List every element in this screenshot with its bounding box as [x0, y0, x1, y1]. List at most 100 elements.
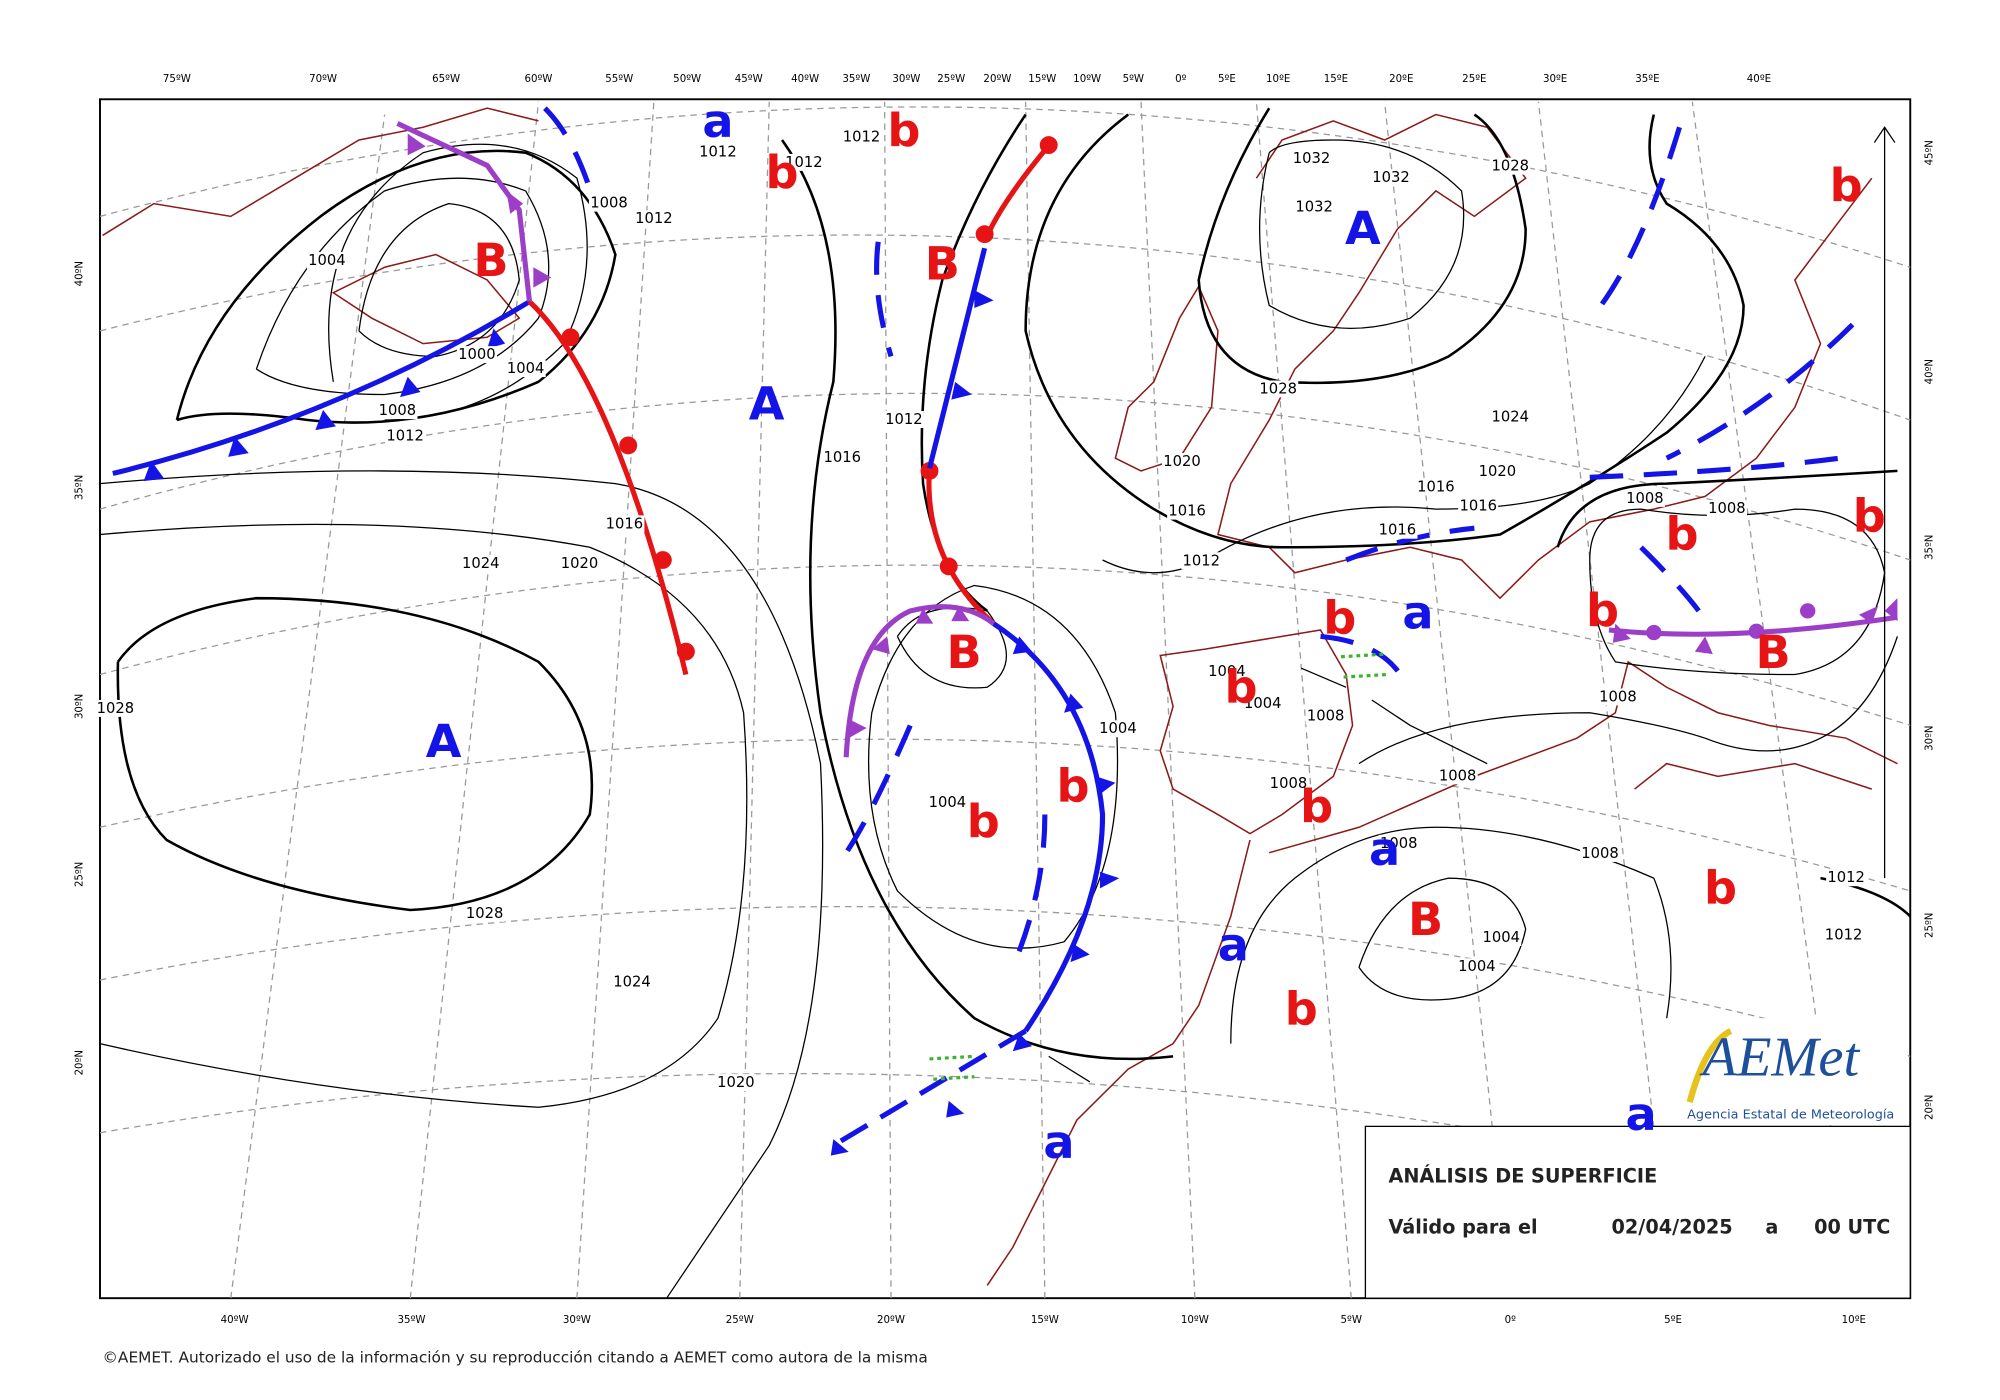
isobar-label: 1012: [885, 411, 923, 428]
isobar-label-bg: [1268, 775, 1309, 792]
isobar-label-bg: [1305, 707, 1346, 725]
longitude-label: 40ºW: [221, 1315, 249, 1326]
isobar-label: 1012: [843, 128, 881, 145]
isobar-label-bg: [1490, 408, 1531, 426]
pressure-center: b: [766, 145, 799, 199]
pressure-center: b: [1225, 659, 1258, 713]
pressure-center: B: [473, 233, 508, 287]
isobar-label: 1000: [458, 346, 496, 363]
isobar-label-bg: [95, 699, 136, 717]
isobar-label: 1016: [1379, 522, 1417, 539]
info-time: 00 UTC: [1814, 1216, 1890, 1239]
pressure-center: B: [1755, 625, 1790, 679]
latitude-label: 40ºN: [1924, 359, 1935, 384]
longitude-label: 35ºW: [842, 74, 870, 85]
isobar-label: 1008: [1439, 767, 1477, 784]
isobar-label-bg: [715, 1074, 756, 1092]
isobar-label: 1032: [1293, 150, 1331, 167]
isobar-label: 1032: [1295, 198, 1333, 215]
isobar-label-bg: [604, 515, 645, 533]
pressure-center: b: [1704, 861, 1737, 915]
isobar-label: 1012: [785, 154, 823, 171]
pressure-center: b: [967, 794, 1000, 848]
isobar-label-bg: [1437, 767, 1478, 785]
isobar-label-bg: [927, 794, 968, 812]
info-connector: a: [1765, 1216, 1778, 1239]
pressure-center: A: [749, 377, 785, 431]
longitude-label: 20ºW: [983, 74, 1011, 85]
pressure-center: a: [1402, 586, 1433, 640]
isobar-label-bg: [1167, 502, 1208, 520]
isobar-label: 1012: [386, 428, 424, 445]
longitude-label: 70ºW: [309, 74, 337, 85]
isobar-label: 1008: [1307, 708, 1345, 725]
isobar-label: 1008: [1599, 688, 1637, 705]
isobar-label: 1028: [1259, 380, 1297, 397]
isobar-label: 1012: [1827, 869, 1865, 886]
isobar-label: 1028: [466, 905, 504, 922]
pressure-center: a: [1218, 918, 1249, 972]
longitude-label: 75ºW: [163, 74, 191, 85]
longitude-label: 15ºE: [1324, 74, 1348, 85]
latitude-label: 20ºN: [1924, 1095, 1935, 1120]
longitude-label: 10ºW: [1181, 1315, 1209, 1326]
isobar-label: 1008: [1270, 775, 1308, 792]
arrows: [1048, 126, 1896, 1083]
pressure-center: B: [947, 625, 982, 679]
pressure-center: A: [426, 714, 462, 768]
longitude-label: 60ºW: [524, 74, 552, 85]
latitude-label: 25ºN: [74, 862, 85, 887]
longitude-label: 55ºW: [605, 74, 633, 85]
coastlines: [102, 107, 1898, 1286]
latitude-label: 25ºN: [1924, 913, 1935, 938]
pressure-center: A: [1345, 201, 1381, 255]
isobar-label: 1020: [561, 555, 599, 572]
longitude-label: 5ºE: [1218, 74, 1236, 85]
latitude-label: 40ºN: [74, 261, 85, 286]
longitude-label: 25ºW: [937, 74, 965, 85]
pressure-center: b: [1586, 583, 1619, 637]
pressure-center: a: [1369, 822, 1400, 876]
isobar-label-bg: [883, 411, 924, 428]
isobar-label-bg: [1477, 463, 1518, 481]
isobar-label: 1004: [308, 252, 346, 269]
pressure-center: b: [1830, 158, 1863, 212]
isobar-label: 1012: [635, 210, 673, 227]
longitude-label: 5ºE: [1664, 1315, 1682, 1326]
isobar-label-bg: [841, 128, 882, 146]
isobar-label-bg: [697, 143, 738, 161]
pressure-center: a: [1625, 1087, 1656, 1141]
isobar-label: 1004: [1208, 663, 1246, 680]
isobars: [99, 107, 1912, 1299]
latitude-label: 20ºN: [74, 1050, 85, 1075]
isobar-label: 1024: [613, 974, 651, 991]
logo-swoosh: [1686, 1028, 1733, 1103]
pressure-center: a: [702, 94, 733, 148]
longitude-label: 20ºE: [1389, 74, 1413, 85]
pressure-center: b: [887, 103, 920, 157]
pressure-center: B: [1408, 892, 1443, 946]
longitude-label: 10ºE: [1842, 1315, 1866, 1326]
longitude-label: 25ºW: [726, 1315, 754, 1326]
longitude-label: 40ºW: [791, 74, 819, 85]
isobar-label-bg: [1258, 380, 1299, 398]
longitude-label: 35ºW: [398, 1315, 426, 1326]
pressure-center: a: [1043, 1115, 1074, 1169]
isobar-label-bg: [822, 449, 863, 467]
latitude-label: 45ºN: [1924, 140, 1935, 165]
isobar-label: 1032: [1372, 169, 1410, 186]
isobar-label: 1008: [1380, 835, 1418, 852]
info-valid-label: Válido para el: [1388, 1216, 1537, 1239]
longitude-label: 25ºE: [1462, 74, 1486, 85]
info-title: ANÁLISIS DE SUPERFICIE: [1388, 1165, 1657, 1188]
latitude-label: 35ºN: [74, 475, 85, 500]
isobar-label: 1024: [1491, 408, 1529, 425]
isobar-label: 1008: [590, 195, 628, 212]
logo-name: AEMet: [1699, 1027, 1861, 1089]
isobar-label-bg: [306, 251, 347, 269]
isobar-label-bg: [1242, 694, 1283, 712]
isobar-label: 1012: [1825, 926, 1863, 943]
isobar-label-bg: [456, 346, 497, 364]
isobar-label-bg: [588, 194, 630, 212]
isobar-label: 1012: [1183, 552, 1221, 569]
